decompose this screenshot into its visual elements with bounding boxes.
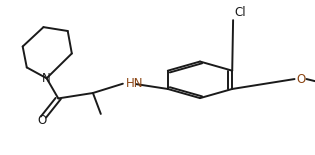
Text: O: O (296, 73, 306, 86)
Text: O: O (37, 114, 47, 127)
Text: Cl: Cl (235, 6, 246, 19)
Text: N: N (42, 72, 50, 85)
Text: HN: HN (126, 77, 144, 90)
